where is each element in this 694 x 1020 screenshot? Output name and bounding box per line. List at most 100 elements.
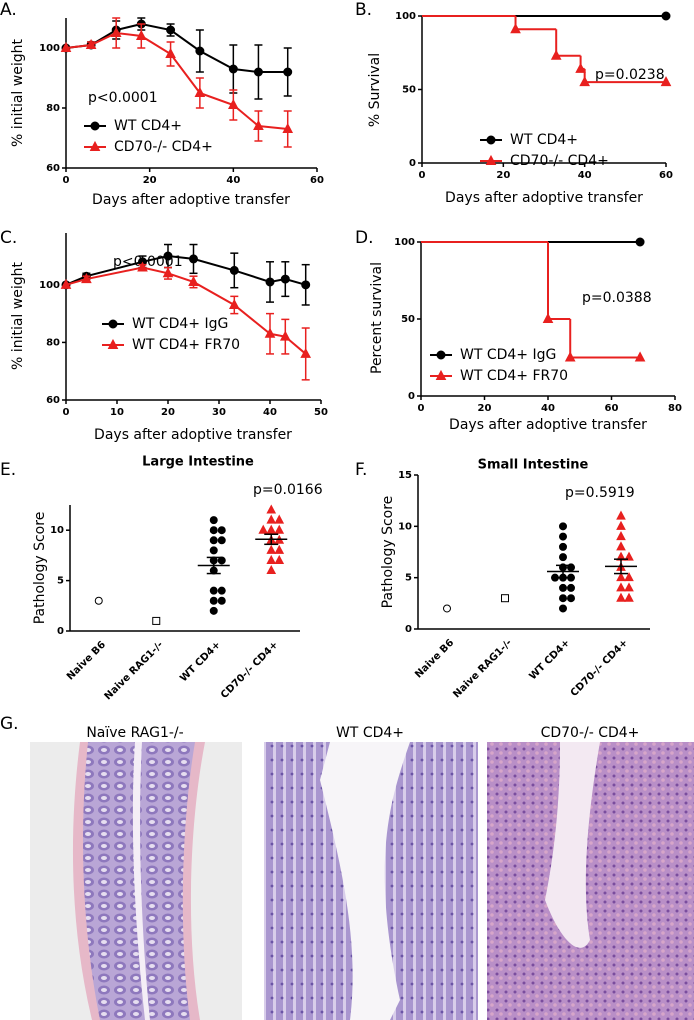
x-tick-label: Naive RAG1-/- <box>451 637 514 700</box>
x-tick-label: 80 <box>668 403 682 414</box>
y-tick-label: 100 <box>39 43 60 54</box>
data-point <box>152 616 161 625</box>
tissue-lumen <box>132 742 150 1020</box>
x-tick-label: 50 <box>314 407 328 418</box>
data-point <box>85 38 97 49</box>
image-title: WT CD4+ <box>336 725 404 741</box>
legend-label: WT CD4+ FR70 <box>460 368 568 384</box>
data-point <box>564 351 576 362</box>
legend-marker <box>436 350 446 360</box>
y-tick-label: 5 <box>405 573 412 584</box>
data-point <box>274 514 285 524</box>
data-point <box>60 41 72 52</box>
data-point <box>274 544 285 554</box>
data-point <box>559 604 567 613</box>
y-tick-label: 80 <box>46 337 60 348</box>
y-tick-label: 0 <box>409 158 416 169</box>
y-tick-label: 100 <box>395 11 416 22</box>
annotation: p=0.0388 <box>582 290 652 306</box>
data-point <box>624 592 634 602</box>
chart-title: Large Intestine <box>142 455 254 470</box>
data-point <box>567 583 575 592</box>
legend-marker <box>89 140 101 151</box>
data-point <box>279 330 291 341</box>
annotation: p=0.0238 <box>595 67 665 83</box>
y-tick-label: 100 <box>39 280 60 291</box>
data-point <box>301 280 311 290</box>
data-point <box>229 265 239 275</box>
x-tick-label: 60 <box>659 170 673 181</box>
data-point <box>266 544 277 554</box>
data-point <box>194 86 206 97</box>
y-tick-label: 60 <box>46 163 60 174</box>
panel-label: F. <box>355 460 367 480</box>
x-tick-label: 0 <box>418 403 425 414</box>
data-point <box>81 273 92 284</box>
legend-marker <box>107 338 119 349</box>
data-point <box>616 520 626 530</box>
y-tick-label: 0 <box>405 624 412 635</box>
data-point <box>135 29 147 40</box>
data-point <box>624 551 634 561</box>
legend-marker <box>486 135 496 145</box>
image-title: CD70-/- CD4+ <box>541 725 640 741</box>
data-point <box>209 586 218 595</box>
data-point <box>266 524 277 534</box>
data-point <box>660 76 672 87</box>
data-point <box>559 532 567 541</box>
x-tick-label: 20 <box>143 175 157 186</box>
y-tick-label: 10 <box>398 521 412 532</box>
panel-label: A. <box>0 0 17 20</box>
data-point <box>559 522 567 531</box>
data-point <box>559 583 567 592</box>
data-point <box>510 23 521 34</box>
data-point <box>209 536 218 545</box>
y-axis-label: Percent survival <box>369 262 385 374</box>
legend-marker <box>90 121 100 131</box>
legend-label: WT CD4+ IgG <box>132 316 228 332</box>
data-point <box>189 254 198 264</box>
data-point <box>94 596 103 605</box>
data-point <box>110 26 122 37</box>
data-point <box>616 531 626 541</box>
y-tick-label: 50 <box>402 85 416 96</box>
data-point <box>166 25 176 35</box>
data-point <box>616 592 626 602</box>
data-point <box>274 554 285 564</box>
panel-label: C. <box>0 228 17 248</box>
data-point <box>209 546 218 555</box>
x-tick-label: Naive RAG1-/- <box>103 639 166 702</box>
data-point <box>217 556 226 565</box>
data-point <box>542 312 554 323</box>
data-point <box>195 46 205 56</box>
data-point <box>616 541 626 551</box>
data-point <box>282 122 294 133</box>
image-title: Naïve RAG1-/- <box>86 725 183 741</box>
data-point <box>661 11 671 21</box>
data-point <box>188 275 199 286</box>
data-point <box>635 237 645 247</box>
y-tick-label: 60 <box>46 395 60 406</box>
data-point <box>228 98 239 109</box>
histology-images <box>30 742 694 1020</box>
data-point <box>258 524 269 534</box>
data-point <box>253 119 264 130</box>
data-point <box>209 596 218 605</box>
x-tick-label: 30 <box>212 407 226 418</box>
panel-label: B. <box>355 0 372 20</box>
x-tick-label: CD70-/- CD4+ <box>569 637 630 698</box>
data-point <box>264 327 276 338</box>
x-tick-label: 60 <box>310 175 324 186</box>
annotation: p=0.5919 <box>565 485 635 501</box>
legend-label: WT CD4+ <box>114 118 182 134</box>
legend-label: WT CD4+ <box>510 132 578 148</box>
data-point <box>165 47 176 58</box>
series-line <box>65 31 288 130</box>
x-axis-label: Days after adoptive transfer <box>449 417 647 433</box>
data-point <box>559 594 567 603</box>
data-point <box>228 64 238 74</box>
data-point <box>550 49 562 60</box>
x-tick-label: 20 <box>496 170 510 181</box>
x-tick-label: 0 <box>63 407 70 418</box>
x-tick-label: 40 <box>226 175 240 186</box>
